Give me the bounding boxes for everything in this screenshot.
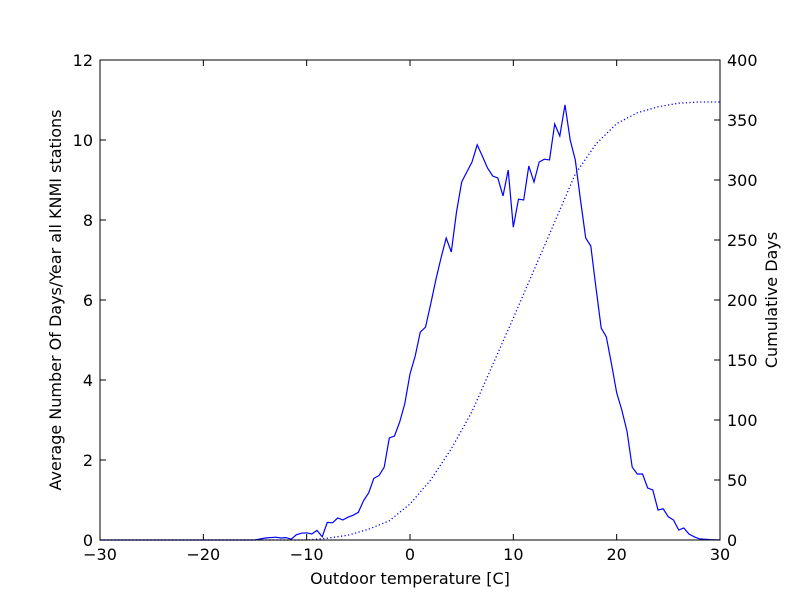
y-tick-label-right: 250 (727, 231, 758, 250)
y-tick-label-right: 100 (727, 411, 758, 430)
y-tick-label-left: 8 (83, 211, 93, 230)
y-tick-label-right: 150 (727, 351, 758, 370)
x-tick-label: −20 (186, 545, 220, 564)
x-tick-label: 20 (606, 545, 626, 564)
y-tick-label-right: 400 (727, 51, 758, 70)
y-tick-label-left: 4 (83, 371, 93, 390)
days-per-year-line (100, 104, 721, 541)
x-tick-label: 0 (405, 545, 415, 564)
y-tick-label-right: 300 (727, 171, 758, 190)
cumulative-days-line (100, 101, 720, 541)
y-tick-label-left: 10 (73, 131, 93, 150)
x-tick-label: −10 (290, 545, 324, 564)
y-axis-label-right: Cumulative Days (762, 232, 781, 368)
y-tick-label-left: 2 (83, 451, 93, 470)
ticks-layer: −30 −20 −10 0 10 20 30024681012050100150200250… (73, 51, 758, 564)
y-tick-label-right: 0 (727, 531, 737, 550)
y-tick-label-right: 200 (727, 291, 758, 310)
y-axis-label-left: Average Number Of Days/Year all KNMI sta… (46, 110, 65, 491)
y-tick-label-left: 0 (83, 531, 93, 550)
y-tick-label-right: 50 (727, 471, 747, 490)
x-axis-label: Outdoor temperature [C] (310, 569, 510, 588)
x-tick-label: 10 (503, 545, 523, 564)
y-tick-label-left: 6 (83, 291, 93, 310)
y-tick-label-right: 350 (727, 111, 758, 130)
x-tick-label: −30 (83, 545, 117, 564)
series-layer (100, 101, 721, 541)
y-tick-label-left: 12 (73, 51, 93, 70)
x-tick-label: 30 (710, 545, 730, 564)
